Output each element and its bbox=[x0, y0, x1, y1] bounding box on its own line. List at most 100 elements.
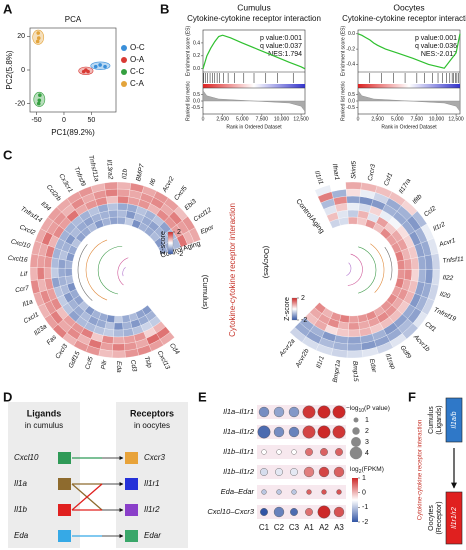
heat-cell bbox=[431, 269, 441, 286]
panel-letter: A bbox=[3, 1, 13, 16]
dendrogram bbox=[358, 246, 377, 294]
gene-label: Cxcl12 bbox=[192, 206, 213, 223]
heat-cell bbox=[36, 267, 45, 280]
metric-tick-label: -0.5 bbox=[346, 105, 355, 111]
ligands-title: Ligands bbox=[27, 408, 62, 418]
x-tick-label: 5,000 bbox=[236, 116, 249, 122]
dendrogram bbox=[122, 267, 126, 277]
metric-tick-label: 0.0 bbox=[348, 98, 355, 104]
z-tick-label: 2 bbox=[301, 295, 305, 302]
dot bbox=[320, 448, 328, 456]
legend-swatch bbox=[121, 45, 127, 51]
dot bbox=[317, 425, 331, 439]
gene-label: Epor bbox=[200, 223, 216, 235]
x-tick-label: 2,500 bbox=[371, 116, 384, 122]
receptor-name: Il1r2 bbox=[144, 505, 160, 514]
color-tick-label: 1 bbox=[362, 475, 366, 482]
gene-label: Tnfrsf11a bbox=[87, 155, 100, 183]
rank-colorbar bbox=[203, 84, 305, 88]
heat-cell bbox=[29, 253, 39, 268]
gene-label: Cxcr3 bbox=[367, 163, 377, 181]
gene-label: Tnfrsf19 bbox=[432, 306, 457, 323]
x-tick-label: 0 bbox=[202, 116, 205, 122]
chart-title: PCA bbox=[65, 15, 82, 24]
dot bbox=[276, 489, 282, 495]
panel-letter: C bbox=[3, 147, 13, 162]
receptor-name: Il1r1 bbox=[144, 479, 160, 488]
gene-label: Cxcl16 bbox=[7, 255, 28, 264]
dot bbox=[302, 425, 316, 439]
title-part: (FPKM) bbox=[361, 466, 383, 473]
dendrogram bbox=[347, 253, 363, 286]
gene-label: Cxcl1 bbox=[23, 311, 41, 325]
heat-cell bbox=[36, 254, 46, 268]
gene-label: Il1b bbox=[121, 168, 129, 179]
gene-label: Acvr2b bbox=[294, 347, 311, 369]
heat-cell bbox=[347, 343, 363, 352]
gsea-stat: q value:0.037 bbox=[260, 43, 302, 50]
gene-label: Acvr2 bbox=[161, 175, 176, 194]
gene-label: Il20 bbox=[439, 291, 451, 301]
chart-subtitle: Cytokine-cytokine receptor interaction bbox=[187, 14, 321, 23]
gsea-stat: p value:0.001 bbox=[260, 35, 302, 42]
color-tick-label: 0 bbox=[362, 490, 366, 497]
z-tick-label: -2 bbox=[301, 317, 307, 324]
gene-label: Acvr1 bbox=[438, 237, 457, 249]
y-tick-label: 0.2 bbox=[193, 53, 200, 59]
dot bbox=[305, 448, 313, 456]
column-label: A3 bbox=[334, 523, 344, 532]
z-tick-label: 2 bbox=[177, 229, 181, 236]
gene-label: Csf1 bbox=[383, 172, 395, 187]
column-label: A1 bbox=[304, 523, 314, 532]
heat-cell bbox=[424, 269, 434, 285]
panel-letter: D bbox=[3, 389, 12, 404]
legend-label: C-A bbox=[130, 79, 144, 88]
heat-cell bbox=[410, 269, 420, 282]
gene-label: Il1a bbox=[22, 298, 35, 308]
chart-title: Cumulus bbox=[237, 2, 271, 12]
dot bbox=[258, 406, 270, 418]
y-tick-label: -0.4 bbox=[346, 62, 355, 68]
chart-title: Oocytes bbox=[393, 2, 424, 12]
ligand-name: Cxcl10 bbox=[14, 453, 39, 462]
ligand-swatch bbox=[58, 478, 71, 490]
ligand-swatch bbox=[58, 452, 71, 464]
heat-cell bbox=[117, 202, 129, 211]
title-part: log bbox=[350, 466, 359, 473]
size-legend-label: 2 bbox=[365, 428, 369, 435]
es-curve bbox=[202, 34, 306, 70]
gene-label: Il13ra2 bbox=[105, 159, 114, 180]
ligand-name: Il1b bbox=[14, 505, 27, 514]
y-tick-label: 0.4 bbox=[193, 40, 200, 46]
point bbox=[93, 64, 98, 69]
dot bbox=[306, 489, 312, 495]
size-legend-dot bbox=[353, 417, 359, 423]
z-legend-title: Z-score bbox=[160, 231, 167, 255]
heat-cell bbox=[188, 227, 201, 243]
dot bbox=[273, 426, 285, 438]
x-tick-label: 12,500 bbox=[448, 116, 464, 122]
row-band bbox=[257, 465, 346, 479]
circle-label: (Oocytes) bbox=[262, 246, 271, 279]
heat-cell bbox=[57, 267, 66, 278]
gene-label: Ctf1 bbox=[423, 321, 437, 334]
gene-label: Cxcl5 bbox=[173, 185, 189, 202]
metric-axis-label: Ranked list metric bbox=[185, 81, 191, 121]
model-top-label: (Ligands) bbox=[436, 405, 443, 434]
metric-tick-label: 0.0 bbox=[193, 98, 200, 104]
point bbox=[36, 31, 41, 35]
heat-cell bbox=[112, 343, 125, 352]
dot bbox=[291, 449, 297, 455]
heat-cell bbox=[345, 188, 361, 197]
y-tick-label: 20 bbox=[17, 33, 25, 40]
gene-label: Ccl5 bbox=[84, 356, 95, 371]
model-top-label: Cumulus bbox=[428, 406, 435, 434]
heat-cell bbox=[112, 336, 125, 345]
gene-label: Cxcl3 bbox=[54, 343, 69, 361]
gsea-stat: q value:0.036 bbox=[415, 43, 457, 50]
dendrogram bbox=[384, 246, 393, 281]
ligand-swatch bbox=[58, 530, 71, 542]
heat-cell bbox=[403, 258, 413, 270]
heat-cell bbox=[29, 267, 38, 281]
